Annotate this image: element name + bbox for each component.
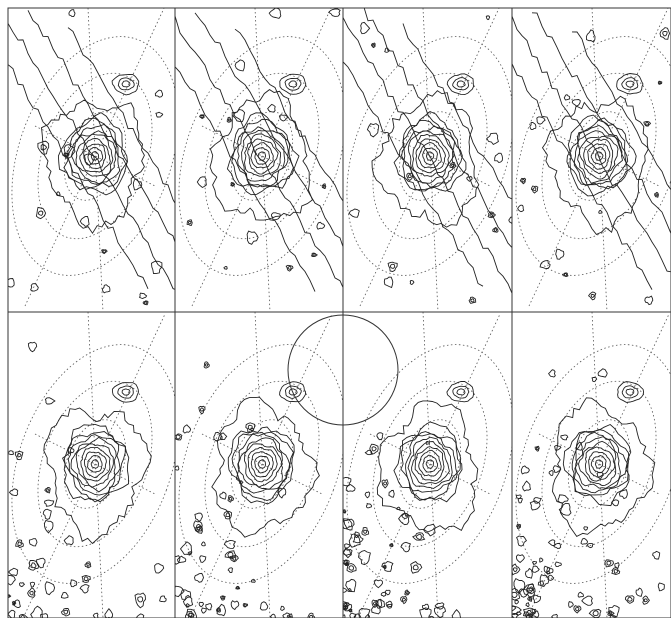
page: (() => { JSON.parse(document.getElementB… [0, 0, 671, 618]
background [0, 0, 671, 618]
contour-figure [0, 0, 671, 618]
